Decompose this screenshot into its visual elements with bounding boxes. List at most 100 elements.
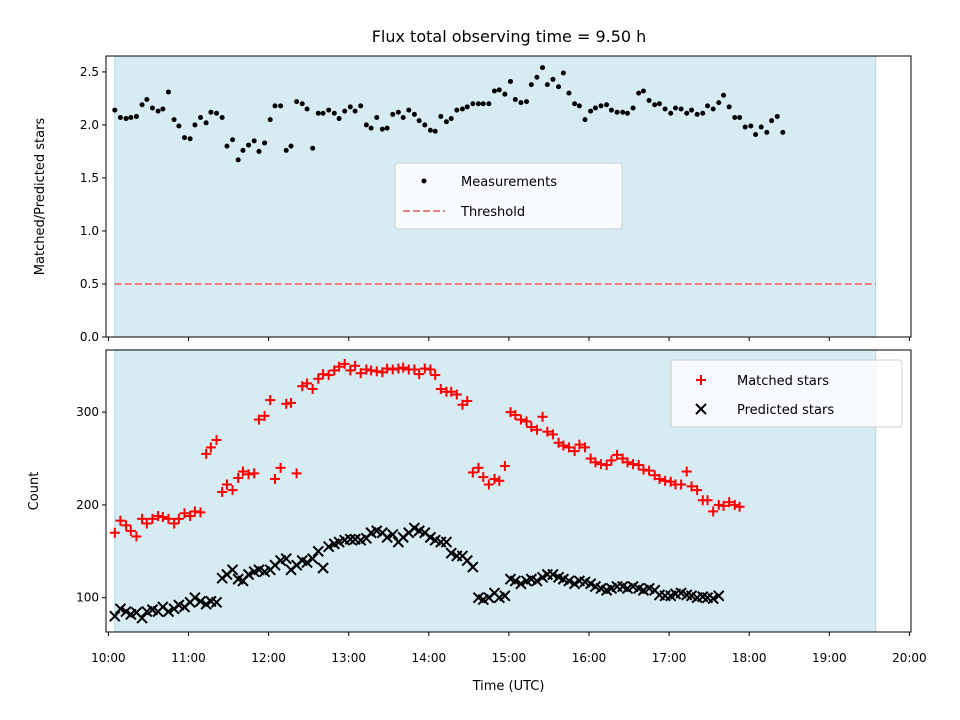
measurement-point	[304, 106, 310, 112]
measurement-point	[534, 74, 540, 80]
matched-star-point	[489, 473, 500, 484]
measurement-point	[246, 142, 252, 148]
matched-star-point	[121, 520, 132, 531]
predicted-star-point	[547, 568, 559, 581]
matched-star-point	[526, 421, 537, 432]
measurement-point	[758, 124, 764, 130]
matched-star-point	[307, 383, 318, 394]
y-tick-label: 1.0	[80, 224, 99, 238]
matched-star-point	[601, 460, 612, 471]
predicted-legend-cross	[695, 403, 707, 415]
matched-star-point	[398, 362, 409, 373]
measurement-point	[668, 110, 674, 116]
measurement-point	[139, 102, 145, 108]
predicted-star-point-b	[371, 525, 383, 537]
measurement-point	[780, 129, 786, 135]
x-tick-label: 16:00	[572, 651, 607, 665]
predicted-star-point	[226, 564, 239, 576]
predicted-star-point-b	[445, 547, 457, 559]
predicted-star-point-b	[547, 568, 559, 581]
threshold-legend-label: Threshold	[460, 205, 525, 220]
measurement-point	[721, 92, 727, 98]
predicted-star-point-b	[531, 575, 543, 587]
measurement-point	[540, 65, 546, 71]
measurement-point	[240, 147, 246, 153]
matched-star-point	[179, 508, 190, 519]
measurement-point	[294, 99, 300, 105]
predicted-star-point	[210, 596, 223, 609]
matched-legend-plus	[696, 375, 706, 385]
x-tick-label: 18:00	[732, 651, 767, 665]
measurement-point	[427, 127, 433, 133]
predicted-star-point-b	[349, 533, 361, 545]
measurement-point	[278, 103, 284, 109]
measurement-point	[230, 137, 236, 143]
x-axis-label: Time (UTC)	[472, 679, 545, 694]
matched-star-point	[163, 513, 174, 524]
predicted-star-point	[109, 610, 121, 622]
matched-star-point	[414, 369, 425, 380]
matched-star-point	[702, 495, 713, 506]
measurement-point	[646, 98, 652, 104]
matched-star-point	[253, 414, 264, 425]
y-tick-label: 200	[76, 498, 99, 512]
x-tick-label: 15:00	[492, 651, 527, 665]
ratio-y-axis-label: Matched/Predicted stars	[33, 118, 48, 276]
predicted-legend-marker	[695, 403, 707, 415]
matched-star-point	[157, 511, 168, 522]
measurement-point	[652, 102, 658, 108]
matched-star-point	[681, 466, 692, 477]
matched-star-point	[563, 442, 574, 453]
matched-star-point	[483, 479, 494, 490]
measurement-point	[352, 108, 358, 114]
measurement-point	[336, 116, 342, 122]
predicted-star-point-b	[697, 591, 709, 603]
matched-star-point	[350, 360, 361, 371]
measurement-point	[592, 105, 598, 111]
matched-star-point	[542, 426, 553, 437]
measurement-point	[656, 101, 662, 107]
matched-star-point	[125, 525, 136, 536]
matched-star-point	[473, 462, 484, 473]
predicted-star-point-b	[173, 599, 185, 611]
predicted-legend-cross-b	[695, 403, 707, 415]
x-tick-label: 19:00	[812, 651, 847, 665]
x-tick-label: 12:00	[251, 651, 286, 665]
predicted-star-point-b	[157, 601, 169, 613]
predicted-star-point-b	[109, 610, 121, 622]
measurement-point	[454, 107, 460, 113]
predicted-star-point-b	[584, 578, 597, 590]
matched-star-point	[173, 513, 184, 524]
y-tick-label: 2.0	[80, 118, 99, 132]
predicted-star-point-b	[440, 536, 453, 548]
measurement-point	[390, 111, 396, 117]
matched-star-point	[569, 446, 580, 457]
measurement-point	[588, 108, 594, 114]
matched-star-point	[109, 527, 120, 538]
predicted-star-point-b	[552, 571, 565, 583]
predicted-star-point	[707, 592, 719, 605]
measurement-point	[475, 101, 481, 107]
measurement-point	[144, 96, 150, 102]
predicted-star-point	[322, 540, 335, 553]
measurement-point	[737, 115, 743, 121]
predicted-star-point-b	[280, 553, 292, 565]
measurement-point	[774, 113, 780, 119]
matched-star-point	[286, 397, 297, 408]
y-tick-label: 0.0	[80, 330, 99, 344]
matched-star-point	[355, 368, 366, 379]
matched-star-point	[435, 383, 446, 394]
count-ticks: 100 200 300 10:00 11:00 12:00 13:00 14:00 15:00 1…	[76, 405, 927, 665]
count-marks	[109, 358, 745, 624]
matched-star-point	[425, 364, 436, 375]
matched-star-point	[275, 462, 286, 473]
measurement-point	[406, 107, 412, 113]
predicted-star-point-b	[226, 564, 239, 576]
predicted-star-point-b	[344, 533, 357, 545]
measurement-point	[716, 100, 722, 106]
predicted-star-point	[440, 536, 453, 548]
predicted-star-point-b	[461, 554, 473, 567]
predicted-star-point-b	[643, 582, 655, 595]
measurement-point	[508, 78, 514, 84]
